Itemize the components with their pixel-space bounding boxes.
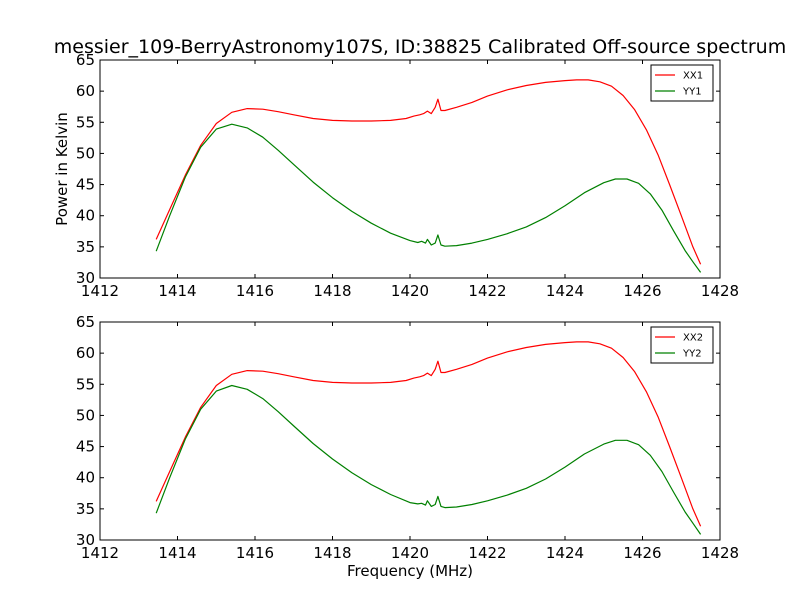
legend-box [650,64,714,102]
y-tick-label: 40 [76,469,95,487]
series-line-xx1 [155,79,702,265]
x-tick-label: 1414 [158,544,196,562]
y-tick-label: 65 [76,51,95,69]
legend-label: YY1 [682,87,702,98]
x-tick-label: 1414 [158,282,196,300]
y-tick-label: 60 [76,344,95,362]
x-tick-label: 1428 [701,544,739,562]
x-axis-label: Frequency (MHz) [347,562,473,580]
y-tick-label: 60 [76,82,95,100]
y-tick-label: 55 [76,375,95,393]
legend-label: XX2 [683,333,703,344]
x-tick-label: 1418 [313,282,351,300]
x-tick-label: 1426 [623,544,661,562]
plot-frame [99,59,721,279]
chart-panel-2: 1412 1414 1416 1418 1420 1422 1424 1426 1428 30 35… [76,313,739,580]
x-tick-label: 1412 [81,544,119,562]
series-line-xx2 [155,341,702,527]
legend-box [650,326,714,364]
plot-frame [99,321,721,541]
y-tick-label: 30 [76,269,95,287]
legend-label: XX1 [683,71,703,82]
x-tick-label: 1420 [391,544,429,562]
y-tick-label: 40 [76,207,95,225]
x-tick-label: 1424 [546,282,584,300]
x-tick-label: 1416 [236,282,274,300]
legend-label: YY2 [682,349,702,360]
y-tick-label: 50 [76,144,95,162]
y-tick-label: 45 [76,176,95,194]
y-tick-label: 30 [76,531,95,549]
chart-panel-1: 1412 1414 1416 1418 1420 1422 1424 1426 1428 30 35… [53,36,786,300]
x-tick-label: 1424 [546,544,584,562]
x-tick-label: 1412 [81,282,119,300]
y-tick-label: 35 [76,238,95,256]
x-tick-label: 1418 [313,544,351,562]
x-tick-label: 1416 [236,544,274,562]
x-tick-label: 1426 [623,282,661,300]
series-line-yy2 [155,384,702,535]
chart-title: messier_109-BerryAstronomy107S, ID:38825… [54,36,786,58]
x-tick-label: 1422 [468,282,506,300]
x-tick-label: 1422 [468,544,506,562]
y-tick-label: 55 [76,113,95,131]
series-line-yy1 [155,123,702,273]
x-tick-label: 1420 [391,282,429,300]
y-tick-label: 35 [76,500,95,518]
x-tick-label: 1428 [701,282,739,300]
y-tick-label: 50 [76,406,95,424]
y-tick-label: 45 [76,438,95,456]
y-tick-label: 65 [76,313,95,331]
y-axis-label: Power in Kelvin [53,112,71,226]
